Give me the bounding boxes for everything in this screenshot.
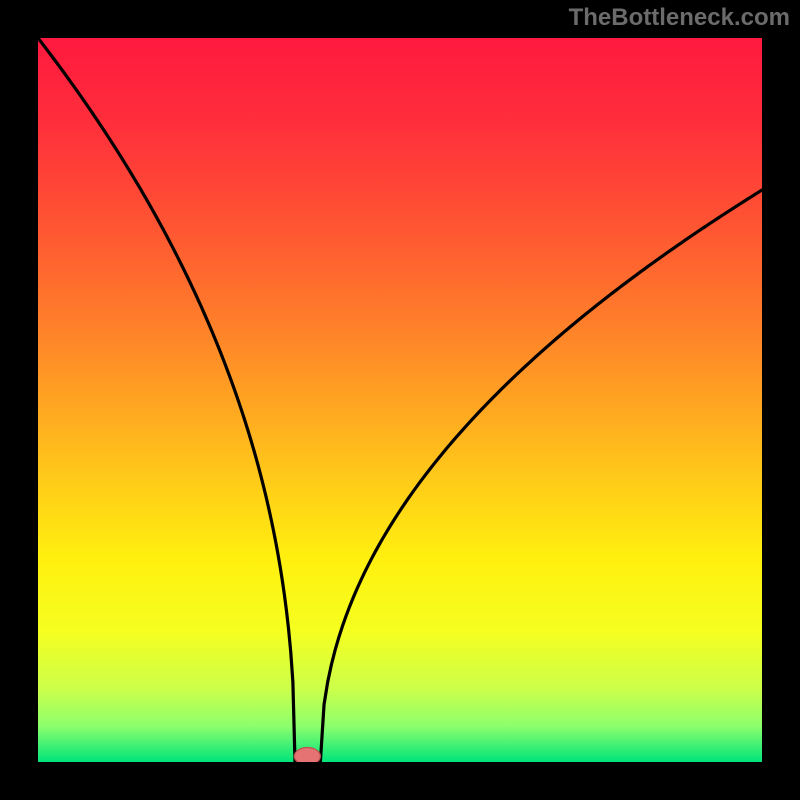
watermark-text: TheBottleneck.com	[569, 4, 790, 32]
bottleneck-chart	[38, 38, 762, 762]
outer-frame: TheBottleneck.com	[0, 0, 800, 800]
plot-background	[38, 38, 762, 762]
optimal-marker	[294, 748, 320, 762]
